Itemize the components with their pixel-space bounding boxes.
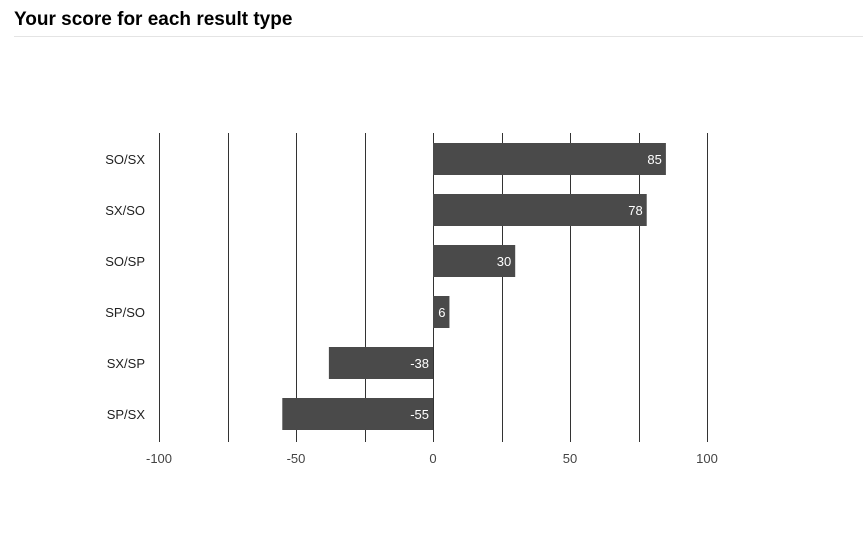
data-label: 30	[497, 254, 511, 269]
category-label: SX/SP	[107, 356, 145, 371]
x-tick-label: -50	[287, 451, 306, 466]
x-tick-label: 50	[563, 451, 577, 466]
data-label: 78	[628, 203, 642, 218]
x-tick-label: -100	[146, 451, 172, 466]
gridlines	[159, 133, 708, 442]
bars	[282, 143, 666, 430]
data-labels: 85 78 30 6 -38 -55	[410, 152, 662, 422]
x-tick-label: 0	[429, 451, 436, 466]
data-label: 85	[647, 152, 661, 167]
data-label: 6	[438, 305, 445, 320]
category-label: SP/SX	[107, 407, 146, 422]
data-label: -55	[410, 407, 429, 422]
category-label: SO/SP	[105, 254, 145, 269]
x-tick-label: 100	[696, 451, 718, 466]
bar[interactable]	[433, 143, 666, 175]
category-label: SX/SO	[105, 203, 145, 218]
bar[interactable]	[433, 194, 647, 226]
page-title: Your score for each result type	[14, 9, 293, 30]
bar[interactable]	[433, 245, 516, 277]
x-axis-tick-labels: -100 -50 0 50 100	[146, 451, 718, 466]
chart-header: Your score for each result type	[14, 8, 863, 37]
category-labels: SO/SX SX/SO SO/SP SP/SO SX/SP SP/SX	[105, 152, 145, 422]
category-label: SO/SX	[105, 152, 145, 167]
category-label: SP/SO	[105, 305, 145, 320]
bar[interactable]	[328, 347, 433, 379]
bar[interactable]	[433, 296, 450, 328]
bar[interactable]	[282, 398, 433, 430]
data-label: -38	[410, 356, 429, 371]
